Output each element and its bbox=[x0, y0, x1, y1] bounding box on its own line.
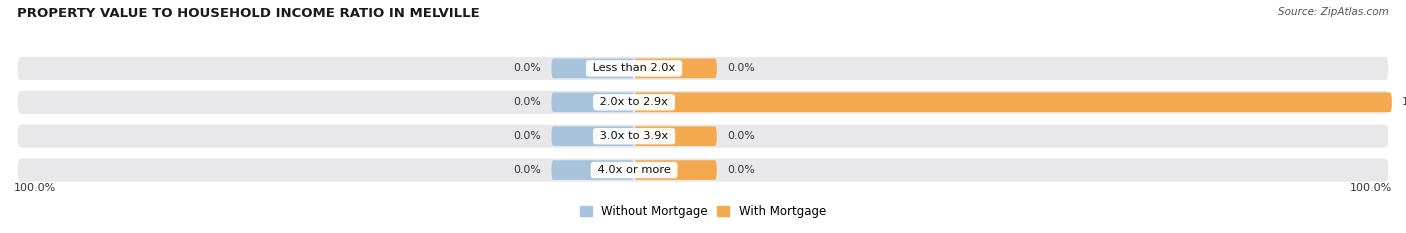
Text: 100.0%: 100.0% bbox=[1350, 183, 1392, 193]
Text: 0.0%: 0.0% bbox=[513, 63, 541, 73]
Text: 0.0%: 0.0% bbox=[513, 165, 541, 175]
Text: Source: ZipAtlas.com: Source: ZipAtlas.com bbox=[1278, 7, 1389, 17]
FancyBboxPatch shape bbox=[634, 93, 1392, 112]
Text: 100.0%: 100.0% bbox=[14, 183, 56, 193]
FancyBboxPatch shape bbox=[551, 126, 634, 146]
Text: PROPERTY VALUE TO HOUSEHOLD INCOME RATIO IN MELVILLE: PROPERTY VALUE TO HOUSEHOLD INCOME RATIO… bbox=[17, 7, 479, 20]
FancyBboxPatch shape bbox=[17, 91, 1389, 114]
FancyBboxPatch shape bbox=[551, 93, 634, 112]
Text: 0.0%: 0.0% bbox=[513, 97, 541, 107]
FancyBboxPatch shape bbox=[551, 160, 634, 180]
Text: 0.0%: 0.0% bbox=[727, 131, 755, 141]
Text: Less than 2.0x: Less than 2.0x bbox=[589, 63, 679, 73]
Legend: Without Mortgage, With Mortgage: Without Mortgage, With Mortgage bbox=[581, 205, 825, 218]
FancyBboxPatch shape bbox=[17, 125, 1389, 148]
Text: 2.0x to 2.9x: 2.0x to 2.9x bbox=[596, 97, 672, 107]
FancyBboxPatch shape bbox=[634, 126, 717, 146]
Text: 0.0%: 0.0% bbox=[727, 63, 755, 73]
Text: 100.0%: 100.0% bbox=[1402, 97, 1406, 107]
Text: 0.0%: 0.0% bbox=[513, 131, 541, 141]
FancyBboxPatch shape bbox=[17, 57, 1389, 80]
FancyBboxPatch shape bbox=[551, 58, 634, 78]
Text: 0.0%: 0.0% bbox=[727, 165, 755, 175]
FancyBboxPatch shape bbox=[634, 160, 717, 180]
Text: 3.0x to 3.9x: 3.0x to 3.9x bbox=[596, 131, 672, 141]
Text: 4.0x or more: 4.0x or more bbox=[593, 165, 675, 175]
FancyBboxPatch shape bbox=[17, 158, 1389, 182]
FancyBboxPatch shape bbox=[634, 58, 717, 78]
